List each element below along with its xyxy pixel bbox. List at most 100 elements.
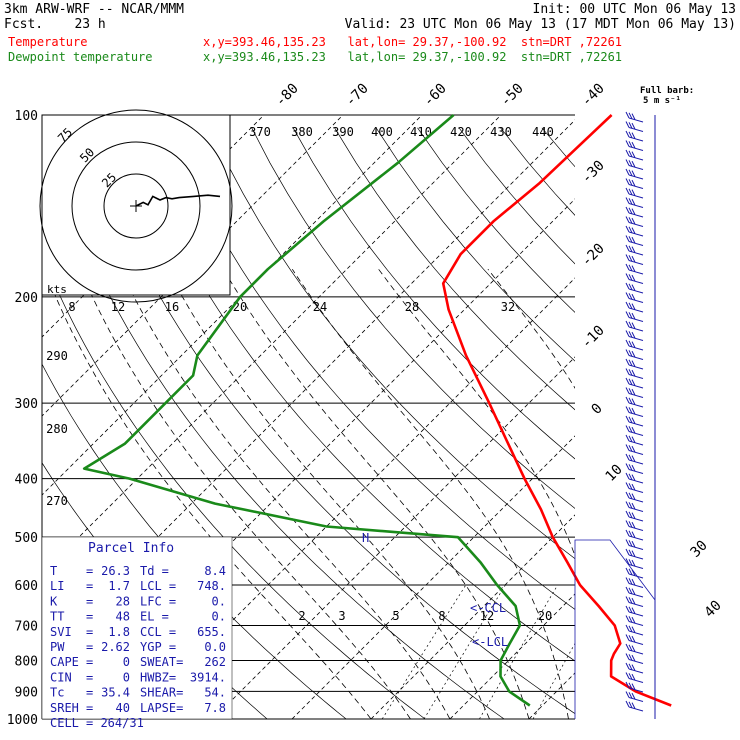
barb-flag (628, 321, 633, 329)
theta-tick-label: 370 (249, 125, 271, 139)
wind-barb (625, 634, 644, 645)
barb-flag (631, 521, 636, 529)
barb-flag (625, 491, 630, 499)
barb-staff (628, 630, 644, 636)
wind-barb (625, 472, 644, 484)
barb-flag (631, 293, 636, 301)
dry-adiabat-line (666, 128, 740, 732)
parcel-info-background (41, 536, 233, 720)
parcel-param-value: 28 (116, 594, 130, 608)
barb-flag (625, 282, 630, 290)
barb-flag (625, 254, 630, 261)
barb-flag (631, 198, 636, 206)
pressure-tick-label: 700 (15, 619, 38, 634)
barb-flag (625, 140, 630, 147)
barb-flag (631, 189, 636, 196)
wind-barb (625, 596, 644, 607)
barb-flag (631, 113, 636, 120)
barb-flag (625, 396, 630, 404)
mixing-ratio-low-label: 8 (438, 609, 445, 623)
barb-flag (628, 331, 633, 338)
barb-flag (628, 616, 633, 623)
barb-flag (628, 511, 633, 519)
parcel-param-label: PW (50, 640, 65, 654)
barb-flag (625, 368, 630, 375)
barb-staff (628, 668, 644, 674)
barb-flag (628, 397, 633, 405)
wind-barb (625, 482, 644, 493)
barb-flag (628, 521, 633, 528)
mixing-ratio-top-label: 24 (313, 300, 327, 314)
parcel-param-label-2: LAPSE= (140, 701, 183, 715)
wind-barb (625, 273, 644, 284)
barb-flag (625, 453, 630, 461)
barb-flag (631, 664, 636, 671)
parcel-param-label-2: CCL = (140, 625, 176, 639)
theta-tick-label: 440 (532, 125, 554, 139)
isotherm-line (212, 356, 575, 719)
barb-flag (628, 274, 633, 281)
barb-staff (628, 640, 644, 645)
barb-staff (628, 355, 644, 360)
barb-staff (628, 298, 644, 303)
pressure-tick-label: 100 (15, 109, 38, 124)
parcel-param-value: 1.7 (108, 579, 130, 593)
barb-flag (628, 492, 633, 500)
isotherm-line (42, 115, 502, 575)
wind-barb (625, 311, 644, 322)
hodograph-ring (71, 141, 201, 271)
barb-staff (628, 250, 644, 256)
barb-staff (628, 516, 644, 522)
barb-staff (628, 573, 644, 579)
barb-staff (628, 659, 644, 664)
mixing-ratio-top-label: 12 (111, 300, 125, 314)
isotherm-tick-label: 40 (702, 598, 725, 621)
barb-flag (628, 644, 633, 652)
parcel-param-label: CELL (50, 716, 79, 730)
barb-staff (628, 469, 644, 474)
barb-flag (631, 274, 636, 282)
barb-flag (628, 654, 633, 661)
mixing-ratio-labels: 8 12 16 20 24 28 322 3 5 8 12 20 (68, 300, 552, 623)
barb-staff (628, 621, 644, 626)
barb-flag (625, 662, 630, 670)
wind-barb (625, 615, 644, 626)
barb-flag (625, 681, 630, 689)
barb-flag (631, 436, 636, 443)
barb-staff (628, 478, 644, 484)
barb-flag (625, 624, 630, 632)
isotherm-tick-label: -10 (579, 323, 608, 352)
barb-flag (631, 341, 636, 348)
barb-flag (625, 425, 630, 432)
barb-flag (628, 587, 633, 595)
hodograph-ring (103, 173, 169, 239)
theta-tick-label: 400 (371, 125, 393, 139)
barb-staff (628, 592, 644, 598)
barb-flag (625, 605, 630, 613)
parcel-param-value: 26.3 (101, 564, 130, 578)
barb-flag (631, 350, 636, 358)
parcel-param-label: SREH (50, 701, 79, 715)
wind-barb (625, 444, 644, 455)
wind-barb (625, 216, 644, 227)
barb-flag (628, 350, 633, 357)
mixing-ratio-top-label: 28 (405, 300, 419, 314)
barb-staff (628, 583, 644, 588)
dewpoint-location: x,y=393.46,135.23 lat,lon= 29.37,-100.92… (203, 50, 623, 64)
barb-flag (625, 187, 630, 195)
parcel-param-value-2: 262 (204, 655, 226, 669)
barb-flag (631, 398, 636, 405)
wind-barb (625, 624, 644, 636)
parcel-param-label-2: Td = (140, 564, 169, 578)
barb-flag (628, 188, 633, 196)
wind-barb (625, 672, 644, 683)
barb-staff (628, 393, 644, 398)
barb-flag (631, 217, 636, 225)
barb-flag (631, 360, 636, 367)
parcel-param-value-2: 54. (204, 686, 226, 700)
parcel-equals: = (86, 594, 93, 608)
annotations: <-CCL <-LCL H (362, 531, 508, 649)
isotherm-tick-label: -70 (343, 81, 372, 110)
dry-adiabat-line (251, 127, 575, 509)
dry-adiabat-line (44, 127, 505, 719)
